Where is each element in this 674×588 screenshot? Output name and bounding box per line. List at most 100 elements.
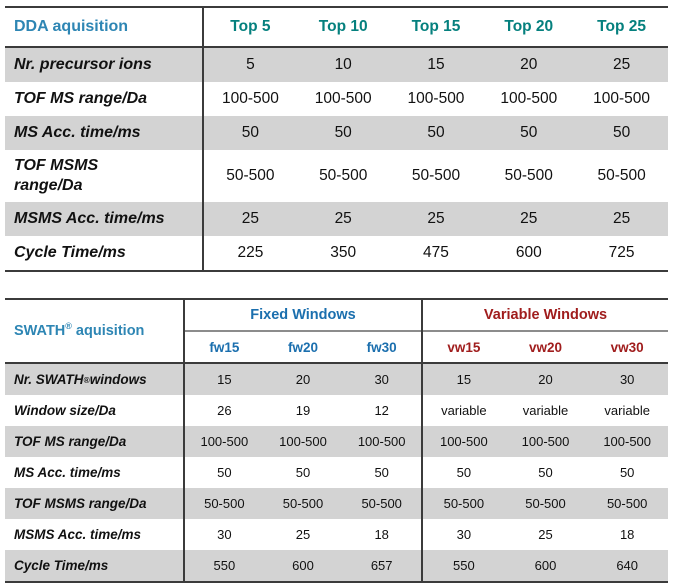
table-cell: 15	[456, 372, 472, 387]
row-label: Window size/Da	[5, 395, 185, 426]
table-cell: 50-500	[411, 167, 461, 184]
table-cell: 640	[616, 558, 639, 573]
table-cell: variable	[604, 403, 650, 418]
table-cell: 100-500	[603, 434, 652, 449]
variable-windows-label: Variable Windows	[423, 300, 668, 332]
table-row: MSMS Acc. time/ms 25 25 25 25 25	[5, 202, 668, 236]
table-cell: 100-500	[200, 434, 249, 449]
variable-windows-group: Variable Windows vw15 vw20 vw30	[421, 300, 668, 362]
dda-column-header: Top 10	[318, 18, 368, 35]
fixed-windows-group: Fixed Windows fw15 fw20 fw30	[185, 300, 421, 362]
table-cell: 100-500	[593, 90, 651, 107]
fixed-windows-values: 100-500 100-500 100-500	[185, 426, 421, 457]
table-cell: 30	[374, 372, 389, 387]
table-cell: 25	[612, 210, 631, 227]
table-cell: variable	[441, 403, 487, 418]
table-cell: 657	[370, 558, 393, 573]
table-cell: 100-500	[357, 434, 406, 449]
fixed-windows-values: 15 20 30	[185, 364, 421, 395]
table-cell: 50-500	[361, 496, 402, 511]
swath-header-rows: SWATH® aquisition Fixed Windows fw15 fw20…	[5, 300, 668, 364]
dda-table-body: Nr. precursor ions 5 10 15 20 25 TOF MS range/…	[5, 48, 668, 270]
row-label: MS Acc. time/ms	[5, 457, 185, 488]
table-cell: 30	[619, 372, 635, 387]
swath-title-cell: SWATH® aquisition	[5, 300, 185, 362]
table-cell: 50-500	[504, 167, 553, 184]
row-label: TOF MSMS range/Da	[5, 488, 185, 519]
dda-column-header: Top 25	[597, 18, 646, 35]
table-cell: variable	[522, 403, 569, 418]
table-cell: 26	[217, 403, 232, 418]
fixed-windows-values: 30 25 18	[185, 519, 421, 550]
swath-subcolumn-header: vw20	[528, 339, 563, 355]
table-cell: 5	[246, 56, 255, 73]
row-label: TOF MS range/Da	[5, 426, 185, 457]
swath-column-groups: Fixed Windows fw15 fw20 fw30 Variable Wind…	[185, 300, 668, 362]
table-row: Cycle Time/ms 550 600 657 550 600 640	[5, 550, 668, 581]
variable-windows-values: 15 20 30	[421, 364, 668, 395]
table-row: MS Acc. time/ms 50 50 50 50 50 50	[5, 457, 668, 488]
row-values: 25 25 25 25 25	[204, 202, 668, 236]
table-cell: 100-500	[521, 434, 570, 449]
table-cell: 100-500	[221, 90, 279, 107]
dda-title-cell: DDA aquisition	[5, 8, 204, 46]
swath-table-title: SWATH® aquisition	[14, 321, 145, 339]
variable-windows-values: 550 600 640	[421, 550, 668, 581]
dda-column-headers: Top 5 Top 10 Top 15 Top 20 Top 25	[204, 8, 668, 46]
table-cell: 25	[538, 527, 553, 542]
row-label: TOF MS range/Da	[5, 82, 204, 116]
row-label: MS Acc. time/ms	[5, 116, 204, 150]
dda-table: DDA aquisition Top 5 Top 10 Top 15 Top 20 To…	[5, 6, 668, 272]
table-cell: 350	[330, 244, 357, 261]
table-cell: 15	[217, 372, 232, 387]
table-cell: 12	[374, 403, 389, 418]
dda-column-header: Top 15	[411, 18, 461, 35]
table-cell: 25	[334, 210, 352, 227]
table-cell: 100-500	[314, 90, 372, 107]
table-cell: 50	[217, 465, 232, 480]
table-cell: 10	[334, 56, 352, 73]
table-cell: 20	[520, 56, 538, 73]
swath-subcolumn-header: vw30	[610, 339, 644, 355]
table-cell: 15	[427, 56, 445, 73]
fixed-windows-values: 50 50 50	[185, 457, 421, 488]
row-label: Cycle Time/ms	[5, 236, 204, 270]
dda-column-header: Top 5	[230, 18, 271, 35]
table-row: TOF MSMS range/Da 50-500 50-500 50-500 50-50…	[5, 150, 668, 202]
table-cell: 30	[217, 527, 232, 542]
table-row: Nr. precursor ions 5 10 15 20 25	[5, 48, 668, 82]
swath-table: SWATH® aquisition Fixed Windows fw15 fw20…	[5, 298, 668, 583]
table-cell: 50-500	[525, 496, 566, 511]
table-cell: 225	[237, 244, 264, 261]
row-values: 100-500 100-500 100-500 100-500 100-500	[204, 82, 668, 116]
swath-table-body: Nr. SWATH ® windows 15 20 30 15 20 30 Window siz…	[5, 364, 668, 581]
table-cell: 30	[456, 527, 472, 542]
table-cell: 100-500	[279, 434, 327, 449]
table-cell: 50	[374, 465, 389, 480]
table-row: TOF MS range/Da 100-500 100-500 100-500 100-…	[5, 82, 668, 116]
table-row: Window size/Da 26 19 12 variable variable vari…	[5, 395, 668, 426]
fixed-windows-values: 550 600 657	[185, 550, 421, 581]
table-cell: 25	[612, 56, 631, 73]
table-cell: 50	[295, 465, 311, 480]
variable-windows-values: 50 50 50	[421, 457, 668, 488]
row-label: TOF MSMS range/Da	[5, 150, 204, 202]
table-cell: 18	[619, 527, 635, 542]
table-cell: 100-500	[439, 434, 488, 449]
variable-windows-values: 50-500 50-500 50-500	[421, 488, 668, 519]
row-values: 50-500 50-500 50-500 50-500 50-500	[204, 150, 668, 202]
fixed-windows-values: 50-500 50-500 50-500	[185, 488, 421, 519]
swath-subcolumn-header: vw15	[447, 339, 481, 355]
table-cell: 25	[520, 210, 538, 227]
table-row: Cycle Time/ms 225 350 475 600 725	[5, 236, 668, 270]
table-cell: 50	[538, 465, 553, 480]
variable-windows-subheaders: vw15 vw20 vw30	[423, 332, 668, 362]
table-cell: 19	[295, 403, 311, 418]
table-cell: 600	[534, 558, 557, 573]
table-cell: 50-500	[282, 496, 324, 511]
table-row: MSMS Acc. time/ms 30 25 18 30 25 18	[5, 519, 668, 550]
table-cell: 550	[452, 558, 475, 573]
fixed-windows-label: Fixed Windows	[185, 300, 421, 332]
row-label: MSMS Acc. time/ms	[5, 519, 185, 550]
